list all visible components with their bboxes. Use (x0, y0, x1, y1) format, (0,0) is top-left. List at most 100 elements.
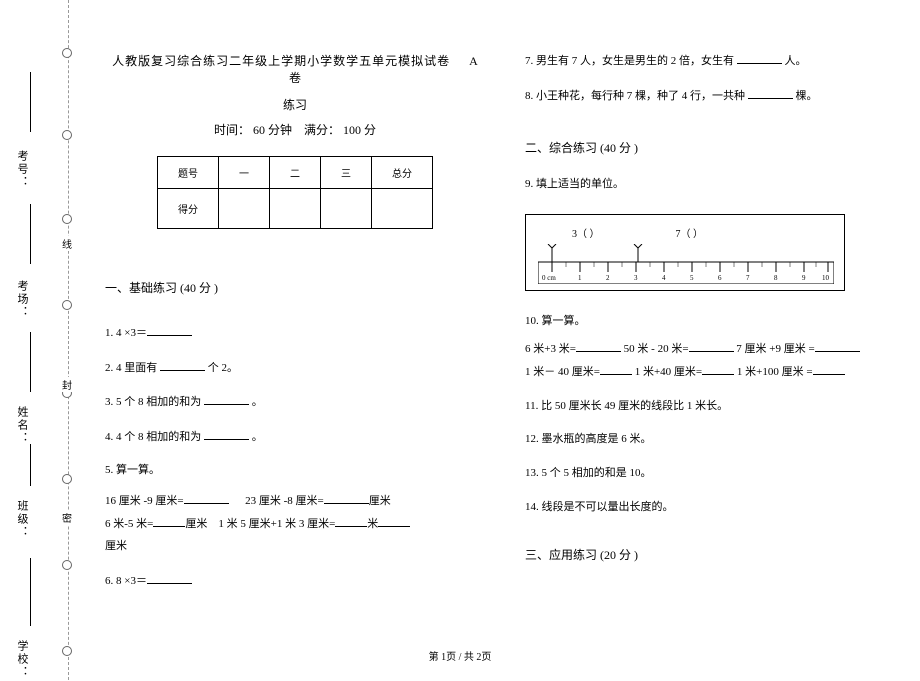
answer-blank[interactable] (335, 515, 367, 527)
svg-text:8: 8 (774, 274, 778, 282)
seal-char: 封 (62, 377, 72, 392)
q-text: 6 米-5 米= (105, 518, 153, 530)
question-13: 13. 5 个 5 相加的和是 10。 (525, 465, 905, 483)
answer-blank[interactable] (204, 428, 249, 440)
q-text: 7. 男生有 7 人，女生是男生的 2 倍，女生有 (525, 55, 734, 67)
answer-blank[interactable] (153, 515, 185, 527)
q-text: 厘米 (369, 495, 391, 507)
answer-blank[interactable] (748, 87, 793, 99)
subtitle: 练习 (105, 96, 485, 113)
table-row: 得分 (158, 189, 433, 229)
field-exam-room: 考场： (14, 280, 30, 319)
answer-blank[interactable] (813, 363, 845, 375)
answer-blank[interactable] (324, 492, 369, 504)
svg-text:10: 10 (822, 274, 830, 282)
table-row: 题号 一 二 三 总分 (158, 157, 433, 189)
full-label: 满分： (304, 123, 340, 137)
field-line (30, 204, 31, 264)
field-line (30, 332, 31, 392)
time-value: 60 分钟 (253, 123, 292, 137)
q-text: 6. 8 ×3＝ (105, 575, 147, 587)
timing-row: 时间： 60 分钟 满分： 100 分 (105, 121, 485, 138)
ruler-figure: 3（ ） 7（ ） (525, 214, 845, 291)
question-11: 11. 比 50 厘米长 49 厘米的线段比 1 米长。 (525, 398, 905, 416)
answer-blank[interactable] (737, 52, 782, 64)
answer-blank[interactable] (815, 340, 860, 352)
q-text: 3. 5 个 8 相加的和为 (105, 396, 201, 408)
q-text: 1 米－ 40 厘米= (525, 366, 600, 378)
binding-circle (62, 474, 72, 484)
calc-row: 16 厘米 -9 厘米= 23 厘米 -8 厘米=厘米 (105, 492, 485, 511)
exam-title: 人教版复习综合练习二年级上学期小学数学五单元模拟试卷 A 卷 (105, 52, 485, 86)
calc-row: 1 米－ 40 厘米= 1 米+40 厘米= 1 米+100 厘米 = (525, 363, 905, 382)
td-blank (219, 189, 270, 229)
q-text: 人。 (785, 55, 807, 67)
binding-circle (62, 300, 72, 310)
left-column: 人教版复习综合练习二年级上学期小学数学五单元模拟试卷 A 卷 练习 时间： 60… (105, 52, 485, 607)
q-text: 1 米+100 厘米 = (737, 366, 813, 378)
ruler-cm-label: 0 cm (542, 274, 556, 282)
seal-char: 线 (62, 236, 72, 251)
field-line (30, 444, 31, 486)
svg-text:9: 9 (802, 274, 806, 282)
binding-dashed-line (68, 0, 69, 680)
q-text: 棵。 (796, 90, 818, 102)
answer-blank[interactable] (576, 340, 621, 352)
td-blank (321, 189, 372, 229)
svg-text:7: 7 (746, 274, 750, 282)
main-title: 人教版复习综合练习二年级上学期小学数学五单元模拟试卷 (112, 54, 450, 68)
calc-row: 厘米 (105, 537, 485, 556)
time-label: 时间： (214, 123, 250, 137)
answer-blank[interactable] (600, 363, 632, 375)
answer-blank[interactable] (204, 393, 249, 405)
q-text: 7 厘米 +9 厘米 = (736, 343, 814, 355)
answer-blank[interactable] (702, 363, 734, 375)
question-9: 9. 填上适当的单位。 (525, 176, 905, 194)
q-text: 10. 算一算。 (525, 313, 905, 331)
th-col: 二 (270, 157, 321, 189)
field-name: 姓名： (14, 406, 30, 445)
svg-text:1: 1 (578, 274, 582, 282)
th-col: 一 (219, 157, 270, 189)
binding-margin: 线 封 密 考号： 考场： 姓名： 班级： 学校： (0, 0, 90, 680)
ruler-label-1: 3（ ） (572, 225, 600, 240)
q-text: 。 (252, 396, 263, 408)
calc-row: 6 米-5 米= 厘米 1 米 5 厘米+1 米 3 厘米= 米 (105, 515, 485, 534)
binding-circle (62, 130, 72, 140)
q-text: 1 米+40 厘米= (635, 366, 702, 378)
seal-char: 密 (62, 510, 72, 525)
answer-blank[interactable] (689, 340, 734, 352)
td-blank (372, 189, 433, 229)
q-text: 米 (367, 518, 378, 530)
answer-blank[interactable] (378, 515, 410, 527)
section-1-title: 一、基础练习 (40 分 ) (105, 279, 485, 296)
svg-text:4: 4 (662, 274, 666, 282)
q-text: 厘米 (185, 518, 207, 530)
q-text: 厘米 (105, 540, 127, 552)
answer-blank[interactable] (147, 324, 192, 336)
th-label: 题号 (158, 157, 219, 189)
question-6: 6. 8 ×3＝ (105, 572, 485, 591)
td-blank (270, 189, 321, 229)
question-4: 4. 4 个 8 相加的和为 。 (105, 428, 485, 447)
svg-text:2: 2 (606, 274, 610, 282)
question-10: 10. 算一算。 6 米+3 米= 50 米 - 20 米= 7 厘米 +9 厘… (525, 313, 905, 382)
q-text: 50 米 - 20 米= (624, 343, 689, 355)
q-text: 23 厘米 -8 厘米= (245, 495, 324, 507)
answer-blank[interactable] (147, 572, 192, 584)
q-text: 1 米 5 厘米+1 米 3 厘米= (218, 518, 335, 530)
td-label: 得分 (158, 189, 219, 229)
binding-circle (62, 214, 72, 224)
field-line (30, 72, 31, 132)
question-3: 3. 5 个 8 相加的和为 。 (105, 393, 485, 412)
right-column: 7. 男生有 7 人，女生是男生的 2 倍，女生有 人。 8. 小王种花，每行种… (525, 52, 905, 607)
q-text: 8. 小王种花，每行种 7 棵，种了 4 行，一共种 (525, 90, 745, 102)
answer-blank[interactable] (184, 492, 229, 504)
question-12: 12. 墨水瓶的高度是 6 米。 (525, 431, 905, 449)
section-2-title: 二、综合练习 (40 分 ) (525, 139, 905, 156)
ruler-icon: 0 cm 12 34 56 78 910 (538, 244, 834, 284)
question-5: 5. 算一算。 16 厘米 -9 厘米= 23 厘米 -8 厘米=厘米 6 米-… (105, 462, 485, 556)
binding-circle (62, 48, 72, 58)
answer-blank[interactable] (160, 359, 205, 371)
ruler-label-2: 7（ ） (676, 225, 704, 240)
